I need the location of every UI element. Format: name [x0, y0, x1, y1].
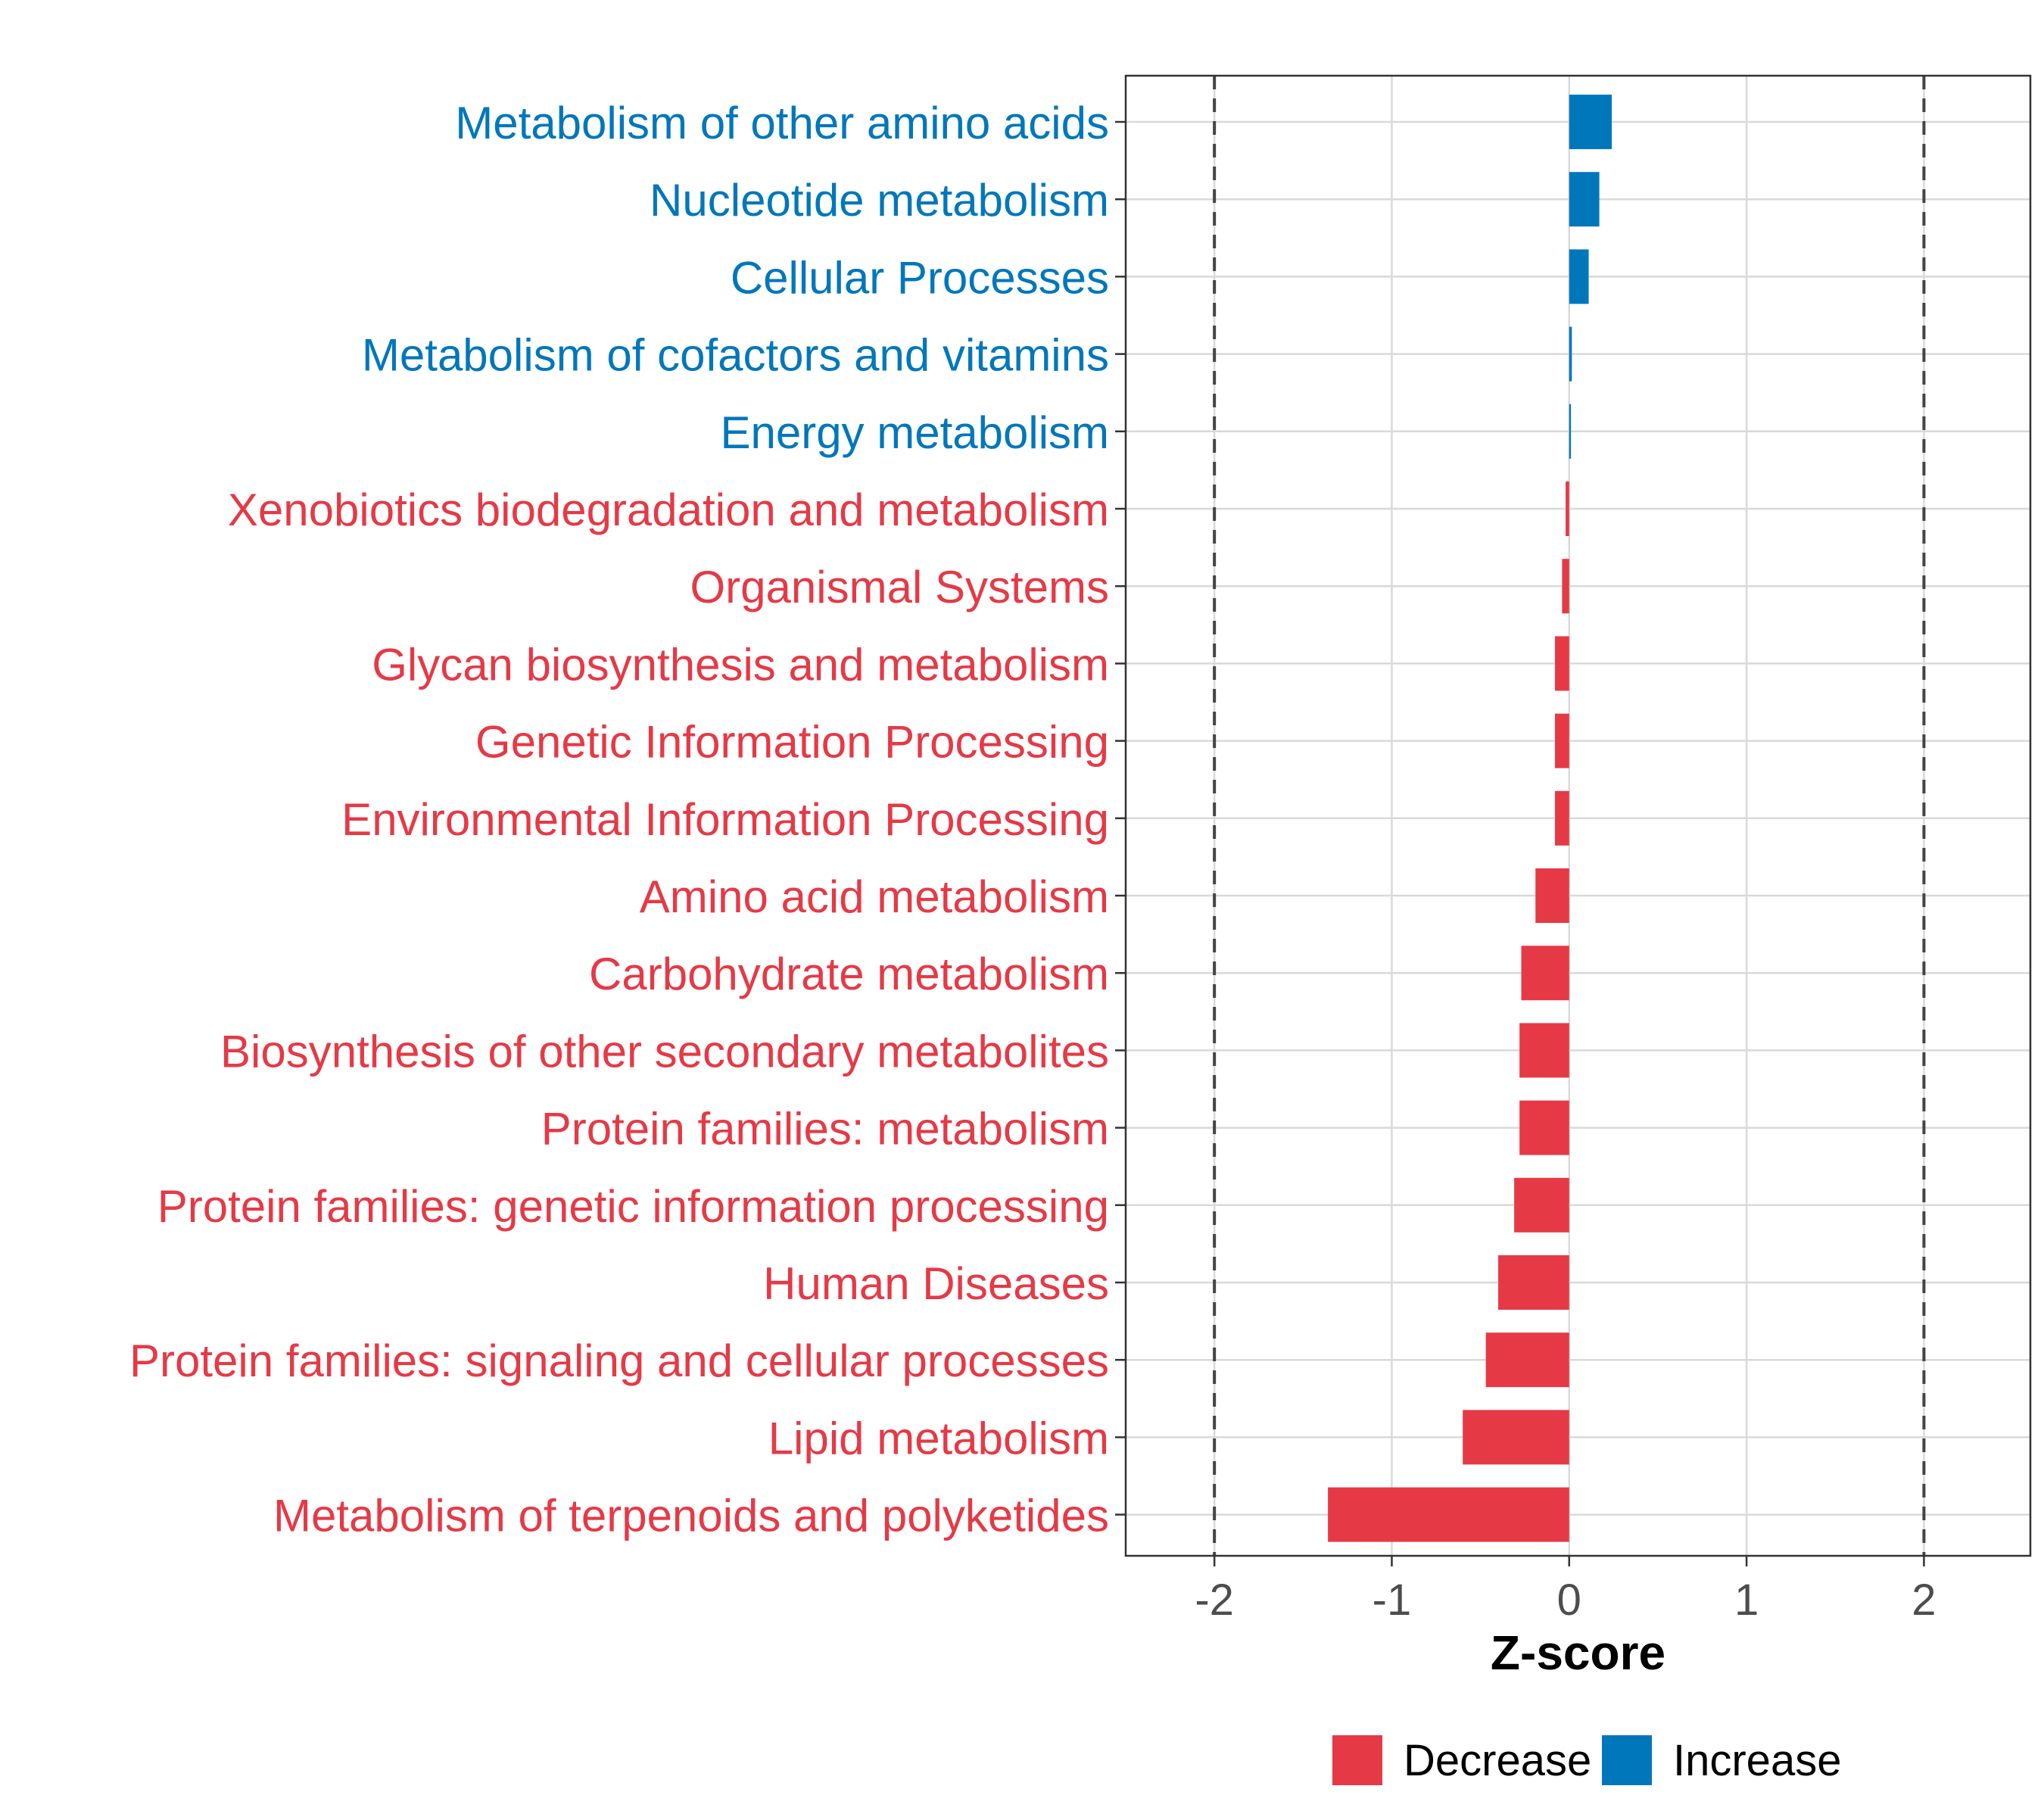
bars: [1328, 95, 1612, 1542]
category-label: Organismal Systems: [690, 562, 1109, 612]
bar-8: [1555, 636, 1569, 691]
x-tick-label: -2: [1195, 1575, 1234, 1625]
category-label: Biosynthesis of other secondary metaboli…: [220, 1026, 1109, 1077]
category-label: Lipid metabolism: [768, 1413, 1109, 1463]
category-label: Metabolism of other amino acids: [455, 98, 1109, 148]
legend-label-decrease: Decrease: [1404, 1736, 1591, 1785]
x-tick-label: 0: [1557, 1575, 1581, 1625]
bar-1: [1569, 95, 1612, 149]
category-label: Carbohydrate metabolism: [589, 949, 1109, 999]
bar-4: [1569, 326, 1572, 382]
category-label: Protein families: metabolism: [541, 1104, 1109, 1155]
x-tick-label: 1: [1734, 1575, 1759, 1625]
bar-10: [1555, 790, 1569, 846]
category-label: Human Diseases: [763, 1258, 1109, 1309]
bar-3: [1569, 249, 1589, 304]
category-label: Glycan biosynthesis and metabolism: [372, 639, 1109, 690]
bar-7: [1562, 559, 1569, 614]
category-label: Amino acid metabolism: [640, 871, 1109, 922]
bar-14: [1519, 1100, 1569, 1155]
bar-6: [1566, 482, 1569, 536]
plot-panel-border: [1124, 74, 2032, 1557]
category-label: Cellular Processes: [731, 252, 1109, 303]
bar-17: [1485, 1332, 1569, 1388]
category-label: Energy metabolism: [720, 407, 1109, 458]
category-label: Protein families: signaling and cellular…: [129, 1335, 1109, 1386]
bar-11: [1535, 868, 1569, 923]
bar-9: [1555, 713, 1569, 768]
grid-lines: [1126, 76, 2030, 1556]
legend-swatch-increase: [1602, 1735, 1652, 1785]
x-axis-title: Z-score: [1491, 1625, 1665, 1680]
bar-19: [1328, 1487, 1569, 1542]
bar-13: [1519, 1023, 1569, 1078]
category-label: Genetic Information Processing: [475, 717, 1109, 768]
bar-12: [1521, 946, 1569, 1001]
bar-18: [1463, 1410, 1569, 1465]
x-tick-label: 2: [1912, 1575, 1936, 1625]
legend-label-increase: Increase: [1673, 1736, 1841, 1785]
category-label: Protein families: genetic information pr…: [157, 1181, 1109, 1232]
category-label: Metabolism of terpenoids and polyketides: [273, 1491, 1109, 1541]
bar-2: [1569, 172, 1600, 227]
y-axis: Metabolism of other amino acids Nucleotid…: [129, 98, 1126, 1541]
bar-15: [1514, 1177, 1569, 1233]
bar-16: [1498, 1255, 1569, 1310]
category-label: Environmental Information Processing: [341, 794, 1109, 845]
category-label: Metabolism of cofactors and vitamins: [362, 330, 1109, 381]
legend-swatch-decrease: [1332, 1735, 1382, 1785]
category-label: Xenobiotics biodegradation and metabolis…: [228, 485, 1109, 535]
x-axis: -2 -1 0 1 2: [1195, 1556, 1937, 1625]
reference-lines: [1213, 76, 1926, 1556]
x-tick-label: -1: [1373, 1575, 1412, 1625]
category-label: Nucleotide metabolism: [650, 175, 1109, 226]
legend: Decrease Increase: [1332, 1735, 1841, 1785]
bar-5: [1569, 404, 1572, 459]
